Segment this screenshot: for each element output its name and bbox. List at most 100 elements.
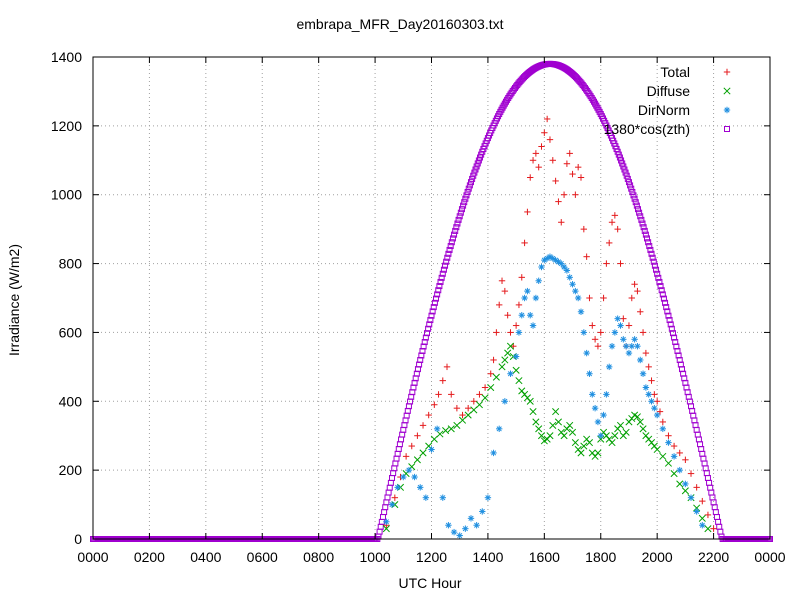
- diffuse-point: [526, 397, 534, 405]
- total-point: [614, 225, 621, 233]
- marker-stroke: [631, 411, 639, 419]
- diffuse-point: [653, 445, 661, 454]
- marker-stroke: [681, 487, 689, 495]
- clearsky-point: [465, 185, 472, 192]
- marker-stroke: [643, 384, 649, 391]
- clearsky-point: [698, 446, 705, 453]
- clearsky-point: [464, 188, 471, 195]
- clearsky-point: [648, 250, 655, 257]
- total-point: [464, 404, 472, 412]
- marker-stroke: [492, 373, 500, 381]
- marker-stroke: [560, 432, 568, 440]
- marker-stroke: [479, 508, 485, 515]
- clearsky-point: [462, 195, 469, 202]
- dirnorm-point: [622, 343, 630, 350]
- marker-stroke: [383, 519, 389, 525]
- marker-stroke: [580, 442, 588, 450]
- total-point: [594, 343, 602, 350]
- clearsky-point: [650, 258, 657, 265]
- marker-stroke: [558, 260, 564, 267]
- clearsky-point: [711, 504, 718, 511]
- marker-stroke: [581, 329, 587, 336]
- marker-stroke: [423, 495, 429, 501]
- marker-stroke: [569, 281, 576, 287]
- marker-stroke: [487, 383, 495, 392]
- dirnorm-point: [428, 446, 435, 453]
- dirnorm-point: [405, 466, 413, 474]
- clearsky-point: [654, 270, 661, 277]
- total-point: [470, 398, 478, 405]
- marker-stroke: [682, 481, 688, 487]
- marker-stroke: [485, 495, 491, 501]
- clearsky-point: [386, 484, 393, 491]
- clearsky-point: [708, 489, 715, 496]
- diffuse-point: [664, 459, 673, 467]
- clearsky-point: [655, 274, 662, 281]
- marker-stroke: [577, 449, 585, 457]
- diffuse-point: [554, 418, 562, 426]
- marker-stroke: [506, 342, 515, 350]
- total-point: [639, 329, 647, 336]
- dirnorm-point: [628, 343, 635, 350]
- dirnorm-point: [417, 484, 424, 491]
- clearsky-point: [668, 325, 675, 332]
- clearsky-point: [672, 339, 679, 346]
- clearsky-point: [665, 312, 672, 319]
- dirnorm-point: [577, 308, 585, 315]
- clearsky-point: [458, 206, 465, 213]
- total-point: [504, 312, 511, 319]
- clearsky-point: [449, 235, 456, 242]
- diffuse-point: [413, 456, 421, 464]
- dirnorm-point: [563, 267, 571, 274]
- clearsky-point: [697, 441, 704, 448]
- diffuse-point: [568, 428, 577, 436]
- clearsky-point: [395, 446, 402, 453]
- total-point: [589, 322, 596, 329]
- legend-marker: [723, 68, 731, 76]
- y-tick-label: 400: [59, 393, 83, 409]
- marker-stroke: [671, 453, 677, 459]
- diffuse-point: [633, 413, 641, 421]
- clearsky-point: [452, 227, 459, 234]
- clearsky-point: [706, 479, 713, 486]
- marker-stroke: [504, 349, 512, 357]
- clearsky-point: [382, 504, 389, 511]
- dirnorm-point: [527, 312, 534, 319]
- legend-label: Total: [660, 64, 690, 80]
- x-tick-label: 2000: [642, 549, 673, 565]
- diffuse-point: [419, 449, 427, 457]
- dirnorm-point: [611, 329, 619, 336]
- diffuse-point: [529, 408, 537, 416]
- total-point: [642, 349, 650, 357]
- marker-stroke: [490, 450, 497, 456]
- legend-label: Diffuse: [647, 83, 691, 99]
- clearsky-point: [653, 266, 660, 273]
- dirnorm-point: [603, 391, 610, 398]
- marker-stroke: [561, 264, 567, 270]
- total-point: [476, 391, 483, 398]
- clearsky-point: [439, 270, 446, 277]
- diffuse-point: [676, 480, 684, 488]
- total-point: [665, 432, 672, 439]
- clearsky-point: [627, 182, 634, 189]
- grid-layer: [93, 57, 770, 539]
- clearsky-point: [639, 220, 646, 227]
- clearsky-point: [431, 299, 438, 306]
- marker-stroke: [521, 295, 528, 301]
- dirnorm-point: [484, 494, 492, 501]
- diffuse-point: [492, 373, 500, 381]
- clearsky-point: [433, 295, 440, 302]
- marker-stroke: [440, 495, 446, 501]
- clearsky-point: [390, 470, 397, 477]
- x-tick-label: 0800: [303, 549, 334, 565]
- total-point: [402, 453, 410, 460]
- marker-stroke: [620, 336, 626, 342]
- clearsky-point: [694, 431, 701, 438]
- x-tick-label: 0200: [134, 549, 165, 565]
- marker-stroke: [670, 470, 678, 478]
- clearsky-point: [659, 291, 666, 298]
- marker-stroke: [575, 295, 581, 301]
- clearsky-point: [384, 494, 391, 501]
- dirnorm-point: [515, 329, 523, 336]
